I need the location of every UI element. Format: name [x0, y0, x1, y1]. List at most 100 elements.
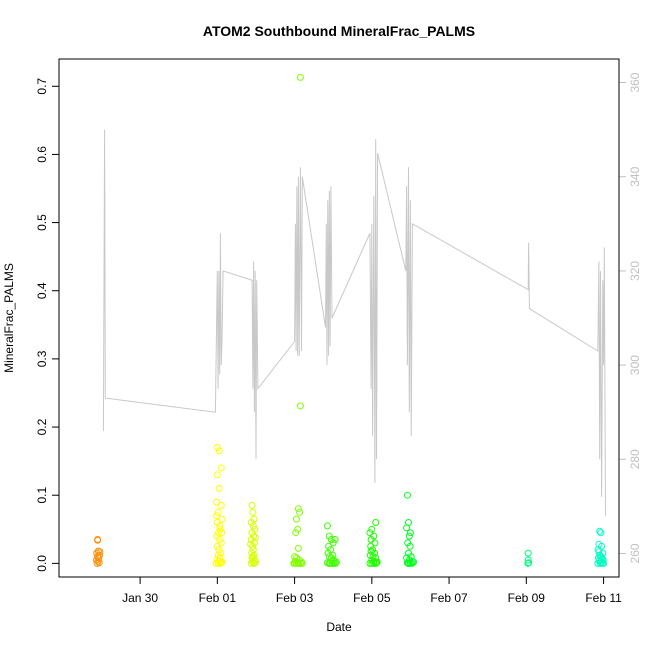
y-tick-label: 0.1	[35, 487, 49, 504]
data-point	[247, 519, 255, 526]
data-point	[247, 559, 255, 567]
data-point	[292, 529, 300, 537]
data-point	[325, 559, 333, 567]
points-layer	[93, 73, 608, 567]
data-point	[248, 501, 256, 509]
data-point	[600, 559, 608, 567]
data-point	[213, 542, 221, 550]
data-point	[298, 559, 306, 567]
data-point	[293, 515, 300, 523]
data-point	[213, 471, 221, 479]
data-point	[406, 529, 414, 537]
data-point	[217, 464, 225, 472]
y2-tick-label: 280	[628, 449, 642, 469]
y-tick-label: 0.5	[35, 214, 49, 231]
data-point	[403, 524, 411, 532]
altitude-line	[102, 129, 606, 516]
altitude-line-layer	[102, 129, 606, 516]
data-point	[298, 558, 305, 566]
y2-tick-label: 340	[628, 166, 642, 186]
data-point	[218, 529, 226, 537]
data-point	[323, 522, 331, 530]
data-point	[524, 559, 532, 567]
data-point	[405, 532, 413, 540]
x-tick-label: Feb 09	[508, 591, 546, 605]
data-point	[403, 491, 411, 499]
data-point	[296, 559, 304, 567]
data-point	[217, 501, 225, 509]
data-point	[296, 402, 304, 410]
y-tick-label: 0.7	[35, 78, 49, 95]
data-point	[329, 539, 337, 547]
data-point	[218, 515, 226, 523]
data-point	[215, 484, 223, 492]
data-point	[252, 558, 260, 566]
data-point	[329, 551, 337, 559]
data-point	[367, 547, 375, 555]
data-point	[370, 559, 378, 567]
data-point	[408, 559, 416, 567]
data-point	[215, 447, 223, 455]
data-point	[215, 559, 222, 567]
data-point	[217, 539, 225, 547]
data-point	[368, 525, 376, 533]
data-point	[406, 542, 414, 550]
data-point	[215, 529, 222, 537]
data-point	[327, 536, 335, 543]
data-point	[598, 553, 606, 561]
y-tick-label: 0.2	[35, 418, 49, 435]
y-tick-label: 0.3	[35, 350, 49, 367]
y2-tick-label: 300	[628, 355, 642, 375]
data-point	[249, 508, 257, 516]
data-point	[373, 558, 381, 566]
data-point	[372, 559, 380, 567]
data-point	[249, 542, 256, 550]
plot-frame	[58, 58, 620, 578]
data-point	[366, 529, 374, 537]
data-point	[325, 532, 333, 540]
data-point	[251, 534, 259, 541]
data-point	[291, 553, 299, 561]
data-point	[216, 525, 224, 533]
data-point	[525, 559, 533, 567]
data-point	[213, 498, 221, 506]
data-point	[93, 559, 101, 567]
data-point	[249, 522, 257, 530]
x-tick-label: Feb 03	[276, 591, 314, 605]
data-point	[216, 559, 224, 567]
data-point	[294, 505, 302, 513]
data-point	[524, 556, 532, 564]
y-tick-label: 0.4	[35, 282, 49, 299]
data-point	[218, 558, 226, 566]
data-point	[296, 73, 304, 81]
data-point	[294, 525, 302, 533]
data-point	[524, 549, 532, 557]
y2-tick-label: 260	[628, 543, 642, 563]
data-point	[213, 444, 221, 451]
x-axis-label: Date	[326, 620, 352, 634]
data-point	[250, 559, 258, 567]
data-point	[371, 549, 378, 557]
axes-layer: 0.0 0.1 0.2 0.3 0.4 0.5 0.6 0.7 260 280 300 320 340 3…	[35, 72, 642, 605]
y-tick-label: 0.6	[35, 146, 49, 163]
data-point	[296, 508, 304, 516]
y2-tick-label: 320	[628, 261, 642, 281]
y-axis-label: MineralFrac_PALMS	[2, 263, 16, 373]
x-tick-label: Jan 30	[122, 591, 158, 605]
data-point	[96, 548, 104, 556]
chart-title: ATOM2 Southbound MineralFrac_PALMS	[203, 23, 475, 39]
data-point	[410, 558, 417, 566]
y2-tick-label: 360	[628, 72, 642, 92]
data-point	[294, 544, 302, 552]
data-point	[328, 559, 336, 567]
x-tick-label: Feb 05	[353, 591, 391, 605]
data-point	[597, 529, 605, 537]
data-point	[213, 512, 221, 520]
data-point	[596, 527, 604, 535]
data-point	[372, 519, 380, 526]
data-point	[371, 539, 379, 547]
data-point	[216, 536, 224, 543]
x-tick-label: Feb 01	[199, 591, 237, 605]
data-point	[250, 539, 258, 547]
